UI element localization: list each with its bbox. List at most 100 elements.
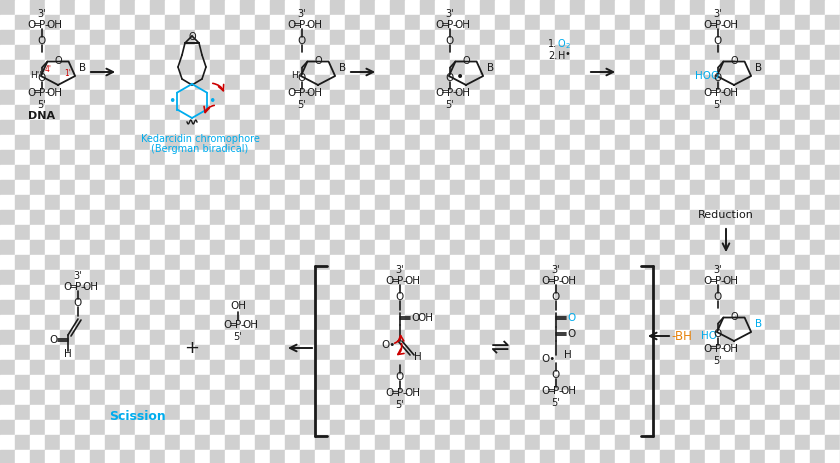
- Bar: [240, 375, 255, 390]
- Text: =: =: [68, 282, 77, 292]
- Bar: [615, 345, 630, 360]
- Bar: [150, 390, 165, 405]
- Bar: [225, 375, 240, 390]
- Bar: [615, 75, 630, 90]
- Bar: [420, 435, 435, 450]
- Bar: [795, 450, 810, 463]
- Bar: [405, 345, 420, 360]
- Bar: [345, 105, 360, 120]
- Bar: [450, 105, 465, 120]
- Bar: [240, 360, 255, 375]
- Bar: [330, 105, 345, 120]
- Bar: [135, 165, 150, 180]
- Bar: [765, 360, 780, 375]
- Bar: [570, 225, 585, 240]
- Bar: [210, 390, 225, 405]
- Bar: [105, 390, 120, 405]
- Bar: [600, 345, 615, 360]
- Bar: [690, 30, 705, 45]
- Bar: [150, 165, 165, 180]
- Bar: [585, 180, 600, 195]
- Bar: [450, 180, 465, 195]
- Bar: [750, 255, 765, 270]
- Bar: [495, 315, 510, 330]
- Bar: [480, 405, 495, 420]
- Bar: [555, 120, 570, 135]
- Bar: [705, 120, 720, 135]
- Bar: [360, 180, 375, 195]
- Bar: [690, 255, 705, 270]
- Bar: [480, 435, 495, 450]
- Bar: [30, 150, 45, 165]
- Bar: [720, 285, 735, 300]
- Bar: [435, 195, 450, 210]
- Bar: [660, 360, 675, 375]
- Bar: [750, 210, 765, 225]
- Bar: [315, 210, 330, 225]
- Bar: [120, 180, 135, 195]
- Bar: [270, 75, 285, 90]
- Bar: [225, 300, 240, 315]
- Bar: [150, 120, 165, 135]
- Bar: [600, 30, 615, 45]
- Bar: [570, 90, 585, 105]
- Text: –: –: [305, 88, 309, 98]
- Bar: [540, 390, 555, 405]
- Bar: [30, 360, 45, 375]
- Bar: [765, 255, 780, 270]
- Bar: [315, 330, 330, 345]
- Bar: [540, 90, 555, 105]
- Bar: [285, 30, 300, 45]
- Bar: [90, 180, 105, 195]
- Bar: [15, 270, 30, 285]
- Bar: [60, 255, 75, 270]
- Bar: [540, 420, 555, 435]
- Bar: [555, 180, 570, 195]
- Bar: [195, 135, 210, 150]
- Bar: [660, 390, 675, 405]
- Bar: [300, 405, 315, 420]
- Bar: [720, 360, 735, 375]
- Bar: [600, 360, 615, 375]
- Bar: [0, 390, 15, 405]
- Bar: [150, 240, 165, 255]
- Bar: [45, 255, 60, 270]
- Bar: [540, 75, 555, 90]
- Text: H: H: [414, 352, 422, 362]
- Bar: [60, 45, 75, 60]
- Bar: [240, 300, 255, 315]
- Bar: [615, 120, 630, 135]
- Bar: [195, 75, 210, 90]
- Bar: [510, 15, 525, 30]
- Bar: [630, 0, 645, 15]
- Bar: [405, 420, 420, 435]
- Bar: [480, 330, 495, 345]
- Bar: [405, 315, 420, 330]
- Bar: [30, 270, 45, 285]
- Bar: [405, 150, 420, 165]
- Bar: [825, 120, 840, 135]
- Bar: [135, 255, 150, 270]
- Text: O: O: [314, 56, 322, 66]
- Bar: [540, 255, 555, 270]
- Bar: [795, 195, 810, 210]
- Bar: [240, 135, 255, 150]
- Bar: [585, 60, 600, 75]
- Text: O: O: [704, 344, 712, 354]
- Bar: [660, 225, 675, 240]
- Bar: [765, 15, 780, 30]
- Bar: [405, 375, 420, 390]
- Bar: [705, 255, 720, 270]
- Bar: [480, 315, 495, 330]
- Bar: [135, 345, 150, 360]
- Bar: [555, 315, 570, 330]
- Bar: [60, 330, 75, 345]
- Bar: [585, 210, 600, 225]
- Bar: [450, 360, 465, 375]
- Bar: [360, 270, 375, 285]
- Bar: [750, 120, 765, 135]
- Bar: [285, 240, 300, 255]
- Bar: [810, 345, 825, 360]
- Bar: [285, 60, 300, 75]
- Bar: [420, 90, 435, 105]
